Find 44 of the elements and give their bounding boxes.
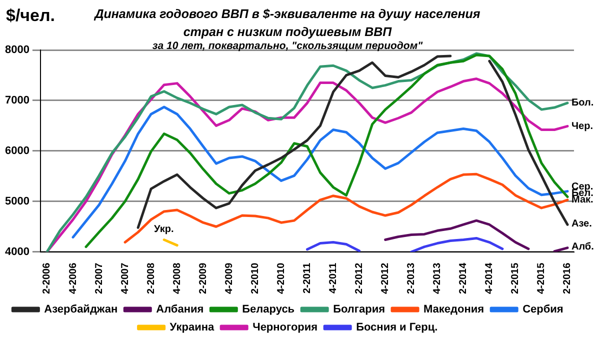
x-tick-label: 2-2013 — [406, 262, 418, 294]
chart-subtitle: за 10 лет, поквартально, "скользящим периодом" — [151, 40, 424, 52]
legend-label: Сербия — [522, 304, 564, 316]
legend-label: Беларусь — [242, 304, 295, 316]
legend-label: Черногория — [252, 322, 318, 334]
y-tick-label: 5000 — [4, 195, 30, 208]
x-tick-label: 2-2014 — [458, 262, 470, 294]
annotation: Чер. — [571, 120, 594, 132]
x-tick-label: 2-2006 — [42, 262, 53, 294]
legend-label: Албания — [156, 304, 204, 316]
legend-label: Украина — [170, 322, 215, 334]
x-tick-label: 4-2007 — [120, 262, 131, 294]
annotation: Укр. — [154, 224, 174, 235]
y-tick-label: 8000 — [4, 44, 30, 56]
x-tick-label: 4-2008 — [172, 262, 183, 294]
chart-title: Динамика годового ВВП в $-эквиваленте на душу населения стран с низким подушевым ВВП — [92, 6, 482, 41]
annotation: Бол. — [571, 98, 594, 109]
x-tick-label: 4-2011 — [328, 262, 340, 294]
y-tick-label: 6000 — [4, 144, 30, 157]
y-tick-label: 4000 — [4, 246, 30, 258]
x-tick-label: 2-2016 — [562, 262, 574, 294]
y-axis-title: $/чел. — [6, 6, 56, 26]
x-tick-label: 4-2014 — [484, 262, 496, 294]
x-tick-label: 2-2007 — [94, 262, 105, 294]
x-tick-label: 2-2008 — [146, 262, 157, 294]
legend-label: Болгария — [333, 304, 386, 316]
legend-label: Македония — [424, 304, 484, 316]
x-tick-label: 2-2011 — [302, 262, 313, 294]
x-tick-label: 2-2010 — [250, 262, 261, 294]
legend-label: Босния и Герц. — [356, 322, 438, 334]
x-tick-label: 4-2015 — [536, 262, 548, 294]
annotation: Алб. — [571, 242, 594, 253]
y-tick-label: 7000 — [4, 94, 30, 106]
x-tick-label: 4-2010 — [276, 262, 287, 294]
x-tick-label: 2-2012 — [354, 262, 366, 294]
x-tick-label: 2-2009 — [198, 262, 209, 294]
x-tick-label: 4-2013 — [432, 262, 444, 294]
x-tick-label: 4-2009 — [224, 262, 235, 294]
x-tick-label: 4-2006 — [68, 262, 79, 294]
annotation: Азе. — [571, 218, 592, 230]
x-tick-label: 4-2012 — [380, 262, 392, 294]
annotation: Мак. — [571, 194, 594, 206]
legend-label: Азербайджан — [44, 304, 118, 316]
x-tick-label: 2-2015 — [510, 262, 522, 294]
